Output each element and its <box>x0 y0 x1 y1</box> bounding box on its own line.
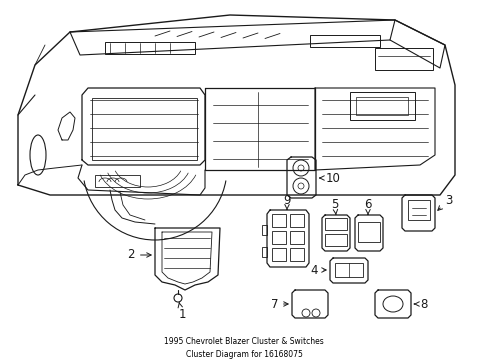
Text: 2: 2 <box>127 248 151 261</box>
Bar <box>355 97 407 115</box>
Text: 7: 7 <box>270 297 287 310</box>
Text: 8: 8 <box>413 297 427 310</box>
Text: 4: 4 <box>310 264 325 276</box>
Bar <box>325 234 346 246</box>
Bar <box>289 248 304 261</box>
Bar <box>95 175 140 187</box>
Text: 1: 1 <box>178 303 185 321</box>
Bar <box>262 225 266 235</box>
Text: 3: 3 <box>437 194 451 210</box>
Bar <box>92 98 197 160</box>
Bar <box>349 92 414 120</box>
Bar <box>374 48 432 70</box>
Bar <box>289 231 304 244</box>
Bar <box>289 214 304 227</box>
Bar <box>271 214 285 227</box>
Bar <box>262 247 266 257</box>
Bar <box>309 35 379 47</box>
Bar <box>105 42 195 54</box>
Bar <box>271 231 285 244</box>
Bar <box>357 222 379 242</box>
Text: 6: 6 <box>364 198 371 215</box>
Bar <box>271 248 285 261</box>
Text: 5: 5 <box>331 198 338 215</box>
Bar <box>334 263 362 277</box>
Bar <box>407 200 429 220</box>
Text: 9: 9 <box>283 194 290 210</box>
Bar <box>325 218 346 230</box>
Text: 1995 Chevrolet Blazer Cluster & Switches
Cluster Diagram for 16168075: 1995 Chevrolet Blazer Cluster & Switches… <box>164 337 323 359</box>
Text: 10: 10 <box>319 171 340 184</box>
